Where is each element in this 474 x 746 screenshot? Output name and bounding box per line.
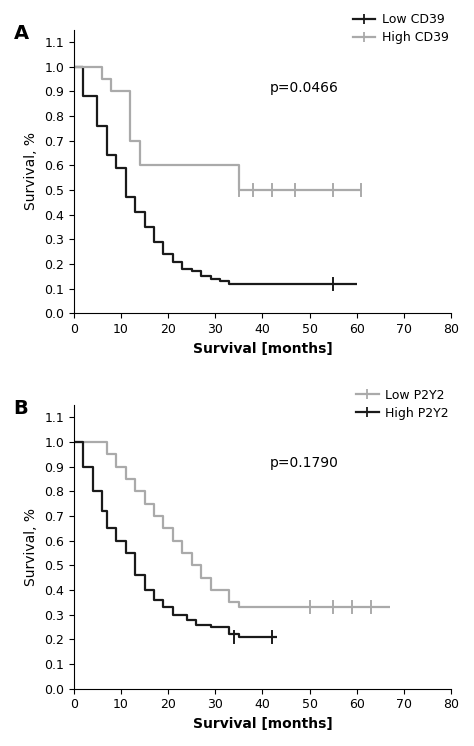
X-axis label: Survival [months]: Survival [months] [192, 342, 332, 356]
Legend: Low CD39, High CD39: Low CD39, High CD39 [353, 13, 448, 44]
Legend: Low P2Y2, High P2Y2: Low P2Y2, High P2Y2 [356, 389, 448, 419]
Text: A: A [13, 24, 28, 43]
Text: p=0.0466: p=0.0466 [270, 81, 339, 95]
Y-axis label: Survival, %: Survival, % [25, 133, 38, 210]
Text: B: B [13, 399, 28, 419]
Text: p=0.1790: p=0.1790 [270, 456, 339, 470]
Y-axis label: Survival, %: Survival, % [25, 508, 38, 586]
X-axis label: Survival [months]: Survival [months] [192, 717, 332, 731]
